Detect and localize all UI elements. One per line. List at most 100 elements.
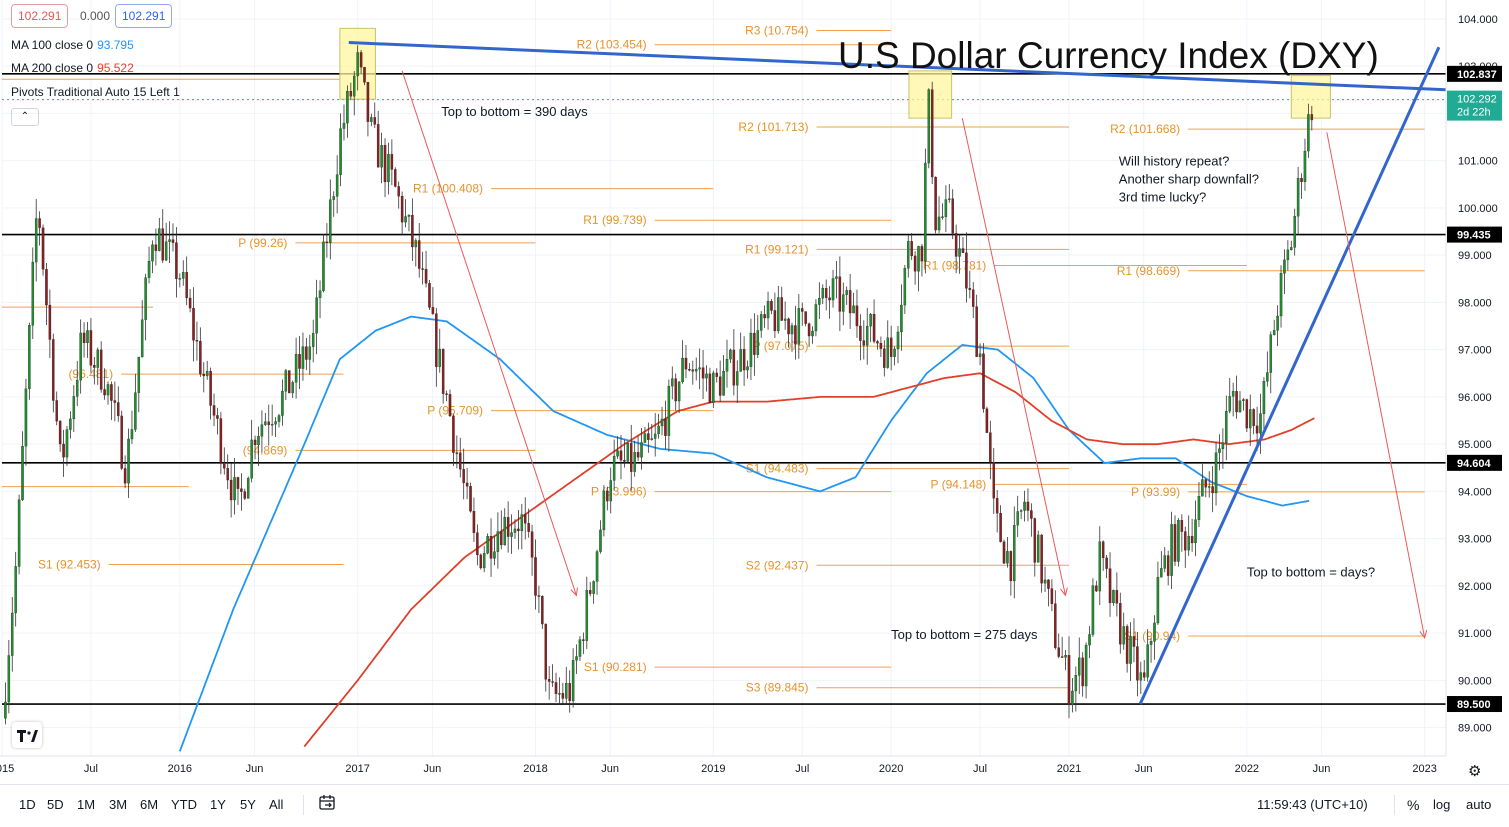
candle-body <box>992 461 996 499</box>
candle-body <box>38 218 41 228</box>
timeframe-1m[interactable]: 1M <box>77 797 96 812</box>
annotation-text: Will history repeat? <box>1119 153 1230 168</box>
candle-body <box>1112 590 1115 604</box>
candle-body <box>541 595 544 625</box>
candle-body <box>4 701 7 719</box>
chevron-up-icon[interactable]: ⌃ <box>11 108 39 126</box>
log-toggle[interactable]: log <box>1433 797 1451 812</box>
time-axis[interactable]: 2015 Jul 2016 Jun 2017 Jun 2018 Jun 2019 Jul 2020 J… <box>0 755 1446 775</box>
candle-body <box>342 122 346 129</box>
auto-toggle[interactable]: auto <box>1466 797 1492 812</box>
candle-body <box>1269 334 1273 373</box>
candle-body <box>1307 114 1310 152</box>
candle-body <box>329 199 332 243</box>
candle-body <box>455 452 459 454</box>
candle-body <box>681 357 684 383</box>
current-price-text: 102.292 <box>1457 94 1497 106</box>
candle-body <box>653 433 657 439</box>
candle-body <box>917 246 920 272</box>
candle-body <box>45 269 48 306</box>
timeframe-all[interactable]: All <box>269 797 284 812</box>
candle-body <box>835 276 838 279</box>
price-change: 0.000 <box>80 9 111 23</box>
candle-body <box>1303 150 1307 182</box>
candle-body <box>366 82 370 122</box>
price-tick-label: 100.000 <box>1458 203 1498 215</box>
candle-body <box>975 306 978 357</box>
price-axis[interactable]: 89.000 90.000 91.000 92.000 93.000 94.000 95.0… <box>1445 0 1509 756</box>
timeframe-6m[interactable]: 6M <box>140 797 159 812</box>
candle-body <box>1248 409 1252 429</box>
candle-body <box>1238 400 1242 413</box>
clock-readout[interactable]: 11:59:43 (UTC+10) <box>1257 797 1368 812</box>
candle-body <box>766 301 770 319</box>
timeframe-3m[interactable]: 3M <box>109 797 128 812</box>
candle-body <box>896 331 900 350</box>
candle-body <box>1286 249 1290 261</box>
candle-body <box>510 532 513 537</box>
timeframe-1d[interactable]: 1D <box>19 797 36 812</box>
candle-body <box>1300 178 1303 182</box>
ma200-legend[interactable]: MA 200 close 0 95.522 <box>11 61 134 75</box>
candle-body <box>390 154 394 170</box>
time-tick-label: 2018 <box>523 763 547 775</box>
timeframe-5y[interactable]: 5Y <box>240 797 256 812</box>
tradingview-logo-icon[interactable] <box>12 722 42 748</box>
candle-body <box>496 531 500 552</box>
candle-body <box>893 348 896 357</box>
gear-icon[interactable]: ⚙ <box>1468 763 1482 780</box>
ma100-legend[interactable]: MA 100 close 0 93.795 <box>11 38 134 52</box>
candle-body <box>1006 551 1009 564</box>
candle-body <box>715 372 718 377</box>
candle-body <box>739 349 742 372</box>
candle-body <box>233 477 236 501</box>
ma100-line <box>178 315 1310 752</box>
candle-body <box>999 513 1002 542</box>
candle-body <box>677 381 681 402</box>
time-tick-label: 2023 <box>1412 763 1436 775</box>
candle-body <box>520 514 524 532</box>
candle-body <box>1002 541 1006 564</box>
price-line-tag <box>1447 696 1502 713</box>
timeframe-ytd[interactable]: YTD <box>171 797 197 812</box>
candle-body <box>1095 585 1098 592</box>
arrow-line <box>401 70 577 596</box>
candle-body <box>421 268 424 270</box>
time-tick-label: Jul <box>84 763 98 775</box>
candle-body <box>219 418 223 463</box>
open-price-box[interactable]: 102.291 <box>11 4 69 28</box>
candle-body <box>127 438 130 484</box>
candle-body <box>335 174 339 197</box>
candle-body <box>1279 273 1283 317</box>
candle-body <box>24 388 28 447</box>
candle-body <box>298 354 301 369</box>
toolbar-divider <box>303 795 304 815</box>
candle-body <box>462 468 465 484</box>
candle-body <box>1225 411 1228 443</box>
price-tick-label: 93.000 <box>1458 534 1492 546</box>
candle-body <box>144 277 147 320</box>
candle-body <box>636 452 640 458</box>
candle-body <box>1078 657 1081 676</box>
pivots-legend[interactable]: Pivots Traditional Auto 15 Left 1 <box>11 85 180 99</box>
projection-arrows <box>401 70 1428 640</box>
candle-body <box>41 227 45 270</box>
candle-body <box>660 418 664 427</box>
annotation-text: 3rd time lucky? <box>1119 189 1206 204</box>
candlesticks <box>4 45 1314 725</box>
candle-body <box>995 498 999 514</box>
timeframe-1y[interactable]: 1Y <box>210 797 226 812</box>
calendar-range-icon[interactable] <box>318 794 336 815</box>
candle-body <box>137 356 141 393</box>
candle-body <box>582 639 585 641</box>
candle-body <box>445 393 448 395</box>
timeframe-5d[interactable]: 5D <box>47 797 64 812</box>
candle-body <box>595 551 599 582</box>
candle-body <box>431 307 435 314</box>
percent-toggle[interactable]: % <box>1407 797 1420 813</box>
candle-body <box>619 450 623 461</box>
candle-body <box>257 436 260 446</box>
candle-body <box>1310 114 1314 121</box>
last-price-box[interactable]: 102.291 <box>115 4 173 28</box>
